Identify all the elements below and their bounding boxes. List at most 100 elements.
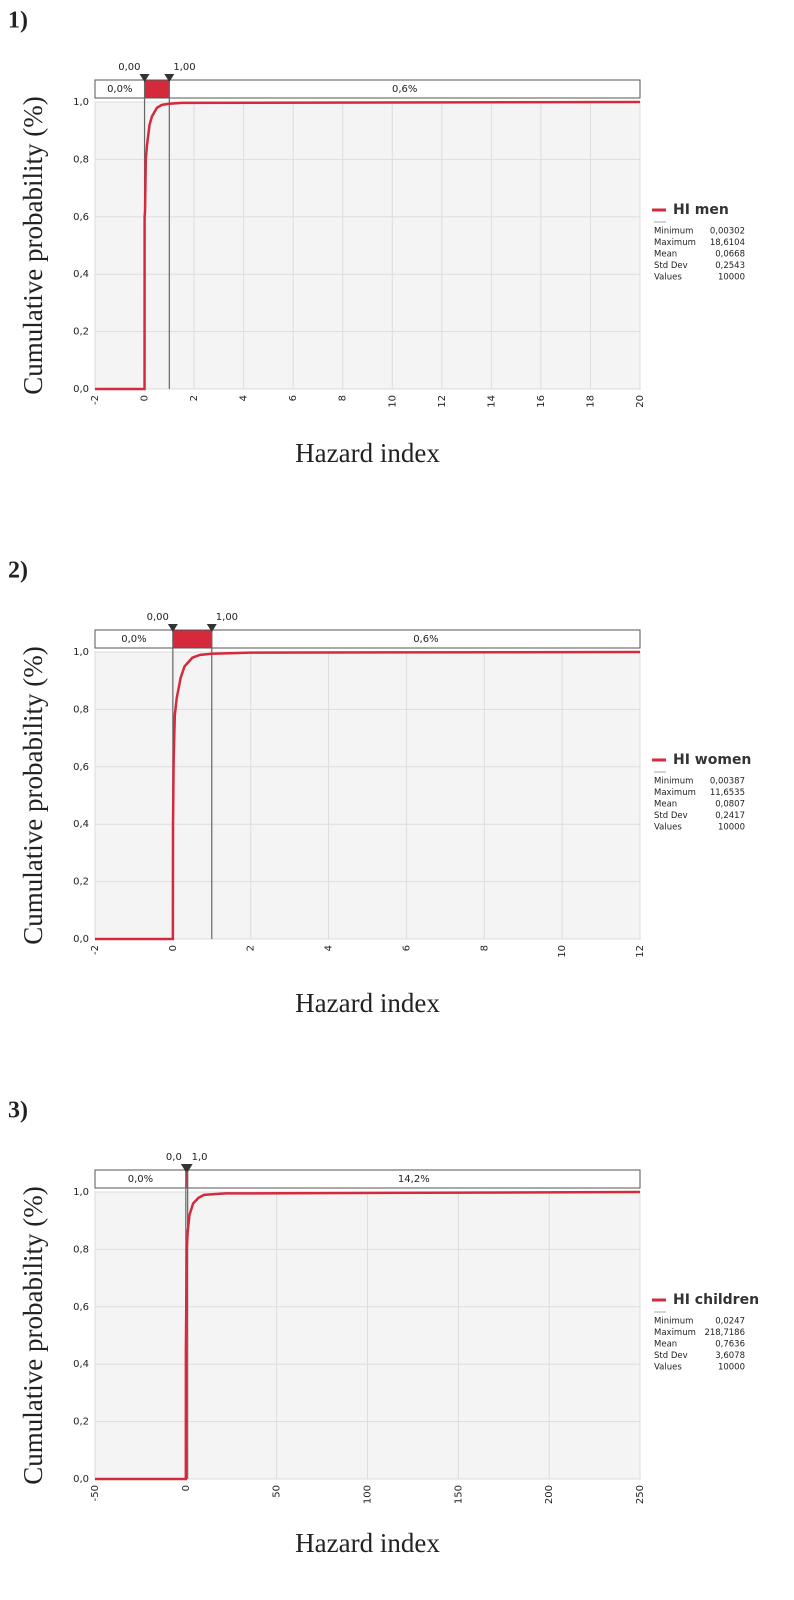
cdf-line [95,100,641,391]
x-tick-label: 8 [479,945,490,951]
x-tick-label: 12 [437,395,448,408]
region-label: 0,0% [128,1174,153,1185]
delimiter-marker [206,624,217,632]
x-tick-label: 2 [246,945,257,951]
stat-value: 11,6535 [710,788,745,798]
y-tick-label: 0,8 [73,1244,89,1255]
delimiter-region [172,629,213,649]
delimiter-label: 1,00 [173,62,195,73]
legend-label: HI children [673,1292,759,1308]
stat-value: 0,0247 [715,1317,745,1327]
delimiter-marker [167,624,178,632]
x-axis-label: Hazard index [295,438,440,468]
delimiter-bar [94,79,641,99]
chart-title: 3) [8,1098,28,1124]
stat-label: Mean [654,800,677,810]
stat-label: Minimum [654,777,693,787]
chart-title: 2) [8,558,28,584]
x-tick-label: 18 [585,395,596,408]
region-label: 0,6% [413,634,438,645]
stat-value: 3,6078 [715,1351,745,1361]
chart-title: 1) [8,8,28,34]
x-tick-label: 20 [635,395,646,408]
y-tick-label: 0,6 [73,762,89,773]
y-tick-label: 0,6 [73,212,89,223]
stat-value: 0,0807 [715,800,745,810]
x-tick-label: 4 [324,945,335,951]
stat-value: 0,2417 [715,811,745,821]
chart: 1) 0,0 0,2 0,4 0,6 0,8 1,0 -2 0 2 4 6 8 10 12 14 16 18 20 H… [8,8,745,469]
x-tick-label: 0 [140,395,151,401]
delimiter-label: 0,00 [147,612,169,623]
x-tick-label: 100 [363,1485,374,1504]
delimiter-marker [139,74,150,82]
cdf-line [95,650,641,941]
region-label: 0,0% [121,634,146,645]
stat-value: 18,6104 [710,238,745,248]
stat-label: Values [654,273,682,283]
stat-label: Minimum [654,227,693,237]
delimiter-label: 1,0 [192,1152,208,1163]
stat-value: 10000 [718,823,745,833]
stat-label: Values [654,823,682,833]
region-label: 0,0% [107,84,132,95]
stat-value: 0,2543 [715,261,745,271]
y-tick-label: 1,0 [73,1187,89,1198]
stat-value: 0,00387 [710,777,745,787]
x-tick-label: 200 [544,1485,555,1504]
stat-value: 10000 [718,273,745,283]
stat-label: Std Dev [654,811,688,821]
y-tick-label: 0,2 [73,1417,89,1428]
y-tick-label: 0,0 [73,934,89,945]
region-label: 0,6% [392,84,417,95]
stat-value: 0,0668 [715,250,745,260]
legend-label: HI men [673,202,729,218]
x-axis-label: Hazard index [295,988,440,1018]
x-tick-label: 6 [401,945,412,951]
y-tick-label: 0,2 [73,327,89,338]
delimiter-label: 0,00 [118,62,140,73]
x-tick-label: 6 [288,395,299,401]
delimiter-bar [94,1169,641,1189]
x-tick-label: -2 [90,945,101,955]
legend-label: HI women [673,752,751,768]
stat-label: Maximum [654,238,696,248]
x-tick-label: 8 [338,395,349,401]
stat-label: Mean [654,1340,677,1350]
y-tick-label: 0,0 [73,384,89,395]
plot-area [94,651,641,940]
x-axis-label: Hazard index [295,1528,440,1558]
x-tick-label: 16 [536,395,547,408]
delimiter-marker [182,1164,193,1172]
chart: 2) 0,0 0,2 0,4 0,6 0,8 1,0 -2 0 2 4 6 8 10 12 Hazard in… [8,558,751,1019]
y-tick-label: 0,8 [73,704,89,715]
y-tick-label: 1,0 [73,647,89,658]
x-tick-label: 2 [189,395,200,401]
y-axis-label: Cumulative probability (%) [18,96,48,394]
y-tick-label: 1,0 [73,97,89,108]
y-axis-label: Cumulative probability (%) [18,1186,48,1484]
x-tick-label: 0 [168,945,179,951]
stat-label: Maximum [654,1328,696,1338]
y-tick-label: 0,6 [73,1302,89,1313]
x-tick-label: 10 [387,395,398,408]
y-tick-label: 0,4 [73,1359,89,1370]
stat-label: Maximum [654,788,696,798]
x-tick-label: 250 [635,1485,646,1504]
y-tick-label: 0,0 [73,1474,89,1485]
y-tick-label: 0,4 [73,269,89,280]
y-axis-label: Cumulative probability (%) [18,646,48,944]
x-tick-label: 14 [486,395,497,408]
stat-label: Std Dev [654,261,688,271]
delimiter-marker [164,74,175,82]
y-tick-label: 0,4 [73,819,89,830]
delimiter-label: 1,00 [216,612,238,623]
x-tick-label: 150 [453,1485,464,1504]
stat-label: Minimum [654,1317,693,1327]
x-tick-label: 4 [239,395,250,401]
y-tick-label: 0,2 [73,877,89,888]
cdf-line [95,1190,641,1481]
stat-label: Mean [654,250,677,260]
stat-label: Values [654,1363,682,1373]
